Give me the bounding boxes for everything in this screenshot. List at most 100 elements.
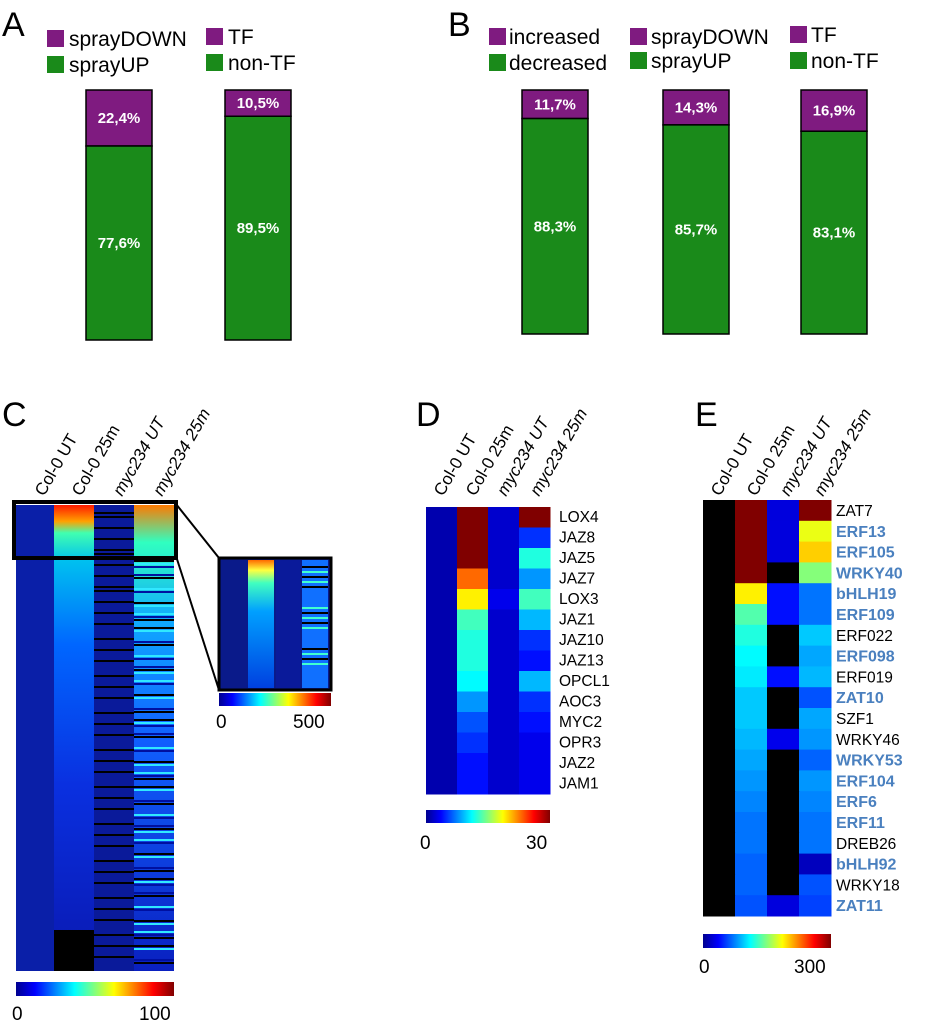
heatmap-c-streak xyxy=(134,856,174,858)
heatmap-c-streak xyxy=(94,882,134,884)
heatmap-e-cell xyxy=(799,853,832,875)
colorbar-inset-max: 500 xyxy=(293,712,325,733)
inset-c-streak xyxy=(302,607,328,609)
heatmap-e-cell xyxy=(735,541,768,563)
heatmap-d-cell xyxy=(426,609,458,631)
heatmap-d-cell xyxy=(426,732,458,754)
heatmap-e-cell xyxy=(767,832,800,855)
inset-c-streak xyxy=(302,658,328,660)
colorbar-e xyxy=(703,934,831,948)
gene-label-e: ZAT11 xyxy=(836,898,883,915)
heatmap-e-cell xyxy=(735,728,768,751)
inset-c-streak xyxy=(302,663,328,665)
inset-c-streak xyxy=(302,648,328,650)
bar-b-3-top-label: 16,9% xyxy=(813,103,856,120)
heatmap-c-streak xyxy=(94,908,134,910)
heatmap-c-streak xyxy=(134,719,174,721)
gene-label-d: JAZ2 xyxy=(559,755,595,772)
legend-b: increased sprayDOWN TF decreased sprayUP… xyxy=(489,24,879,75)
heatmap-e-cell xyxy=(799,520,832,543)
heatmap-d-cell xyxy=(488,712,520,733)
heatmap-e-cell xyxy=(703,749,736,771)
heatmap-c-streak xyxy=(94,638,134,640)
heatmap-e-cell xyxy=(767,687,800,709)
panel-label-b: B xyxy=(448,6,471,44)
bar-b-1-bottom xyxy=(521,117,589,335)
gene-label-e: WRKY53 xyxy=(836,753,903,770)
heatmap-d-cell xyxy=(519,732,551,754)
heatmap-e-cell xyxy=(703,604,736,626)
heatmap-e-cell xyxy=(703,500,736,522)
legend-label-nontf-b: non-TF xyxy=(811,50,879,73)
heatmap-c-streak xyxy=(94,734,134,736)
heatmap-c-streak xyxy=(134,736,174,738)
gene-label-e: ERF098 xyxy=(836,649,895,666)
heatmap-d-cell xyxy=(488,691,520,713)
heatmap-c-streak xyxy=(134,948,174,950)
heatmap-c-streak xyxy=(94,749,134,751)
heatmap-c-streak xyxy=(134,895,174,897)
gene-label-e: WRKY18 xyxy=(836,877,900,894)
heatmap-c-streak xyxy=(94,649,134,651)
heatmap-e-cell xyxy=(735,874,768,896)
gene-label-d: JAZ13 xyxy=(559,653,604,670)
legend-swatch-nontf-b xyxy=(790,52,807,69)
heatmap-c-streak xyxy=(134,842,174,844)
heatmap-c-streak xyxy=(134,694,174,696)
heatmap-d-cell xyxy=(457,753,489,774)
heatmap-c-streak xyxy=(134,789,174,791)
heatmap-c-streak xyxy=(94,612,134,614)
heatmap-e-cell xyxy=(735,624,768,647)
heatmap-e xyxy=(703,500,832,917)
heatmap-c-streak xyxy=(94,586,134,588)
heatmap-e-cell xyxy=(799,874,832,896)
inset-c-streak xyxy=(302,627,328,629)
heatmap-d-cell xyxy=(457,712,489,733)
gene-label-e: ERF019 xyxy=(836,669,893,686)
heatmap-d-cell xyxy=(488,630,520,651)
bar-b-2-top-label: 14,3% xyxy=(675,99,718,116)
bar-b-3-bottom xyxy=(800,130,868,335)
heatmap-d-cell xyxy=(488,732,520,754)
heatmap-e-cell xyxy=(703,645,736,667)
heatmap-e-cell xyxy=(767,853,800,875)
colorbar-d-min: 0 xyxy=(420,833,431,854)
inset-c-streak xyxy=(302,581,328,583)
zoom-line-bottom xyxy=(175,555,220,691)
heatmap-e-cell xyxy=(799,895,832,917)
heatmap-c-streak xyxy=(134,750,174,752)
inset-c-lines xyxy=(302,566,328,665)
heatmap-c-streak xyxy=(94,564,134,566)
heatmap-e-cell xyxy=(703,624,736,647)
heatmap-c-streak xyxy=(134,772,174,774)
heatmap-e-cell xyxy=(767,541,800,563)
heatmap-c-streak xyxy=(134,881,174,883)
heatmap-c-streak xyxy=(94,590,134,592)
heatmap-e-cell xyxy=(799,708,832,730)
heatmap-c-streak xyxy=(134,800,174,802)
heatmap-c-streak xyxy=(134,658,174,660)
heatmap-c-streak xyxy=(134,825,174,827)
heatmap-e-cell xyxy=(703,562,736,584)
heatmap-e-cell xyxy=(703,791,736,813)
heatmap-e-cell xyxy=(735,562,768,584)
heatmap-c-streak xyxy=(134,605,174,607)
heatmap-e-cell xyxy=(703,520,736,543)
heatmap-c-streak xyxy=(94,601,134,603)
inset-c-frame xyxy=(217,556,333,692)
heatmap-d-cell xyxy=(457,650,489,672)
heatmap-c-streak xyxy=(134,563,174,565)
heatmap-e-cell xyxy=(767,874,800,896)
heatmap-e-cell xyxy=(703,812,736,834)
heatmap-e-cell xyxy=(735,583,768,605)
heatmap-d-cell xyxy=(457,630,489,651)
heatmap-e-cell xyxy=(735,500,768,522)
heatmap-c-streak xyxy=(134,630,174,632)
heatmap-c-streak xyxy=(94,945,134,947)
inset-c-streak xyxy=(302,571,328,573)
heatmap-c-streak xyxy=(134,831,174,833)
heatmap-c-streak xyxy=(94,723,134,725)
heatmap-d xyxy=(426,507,551,795)
heatmap-d-cell xyxy=(488,548,520,569)
stacked-bars-a: 22,4% 77,6% 10,5% 89,5% xyxy=(85,89,292,341)
